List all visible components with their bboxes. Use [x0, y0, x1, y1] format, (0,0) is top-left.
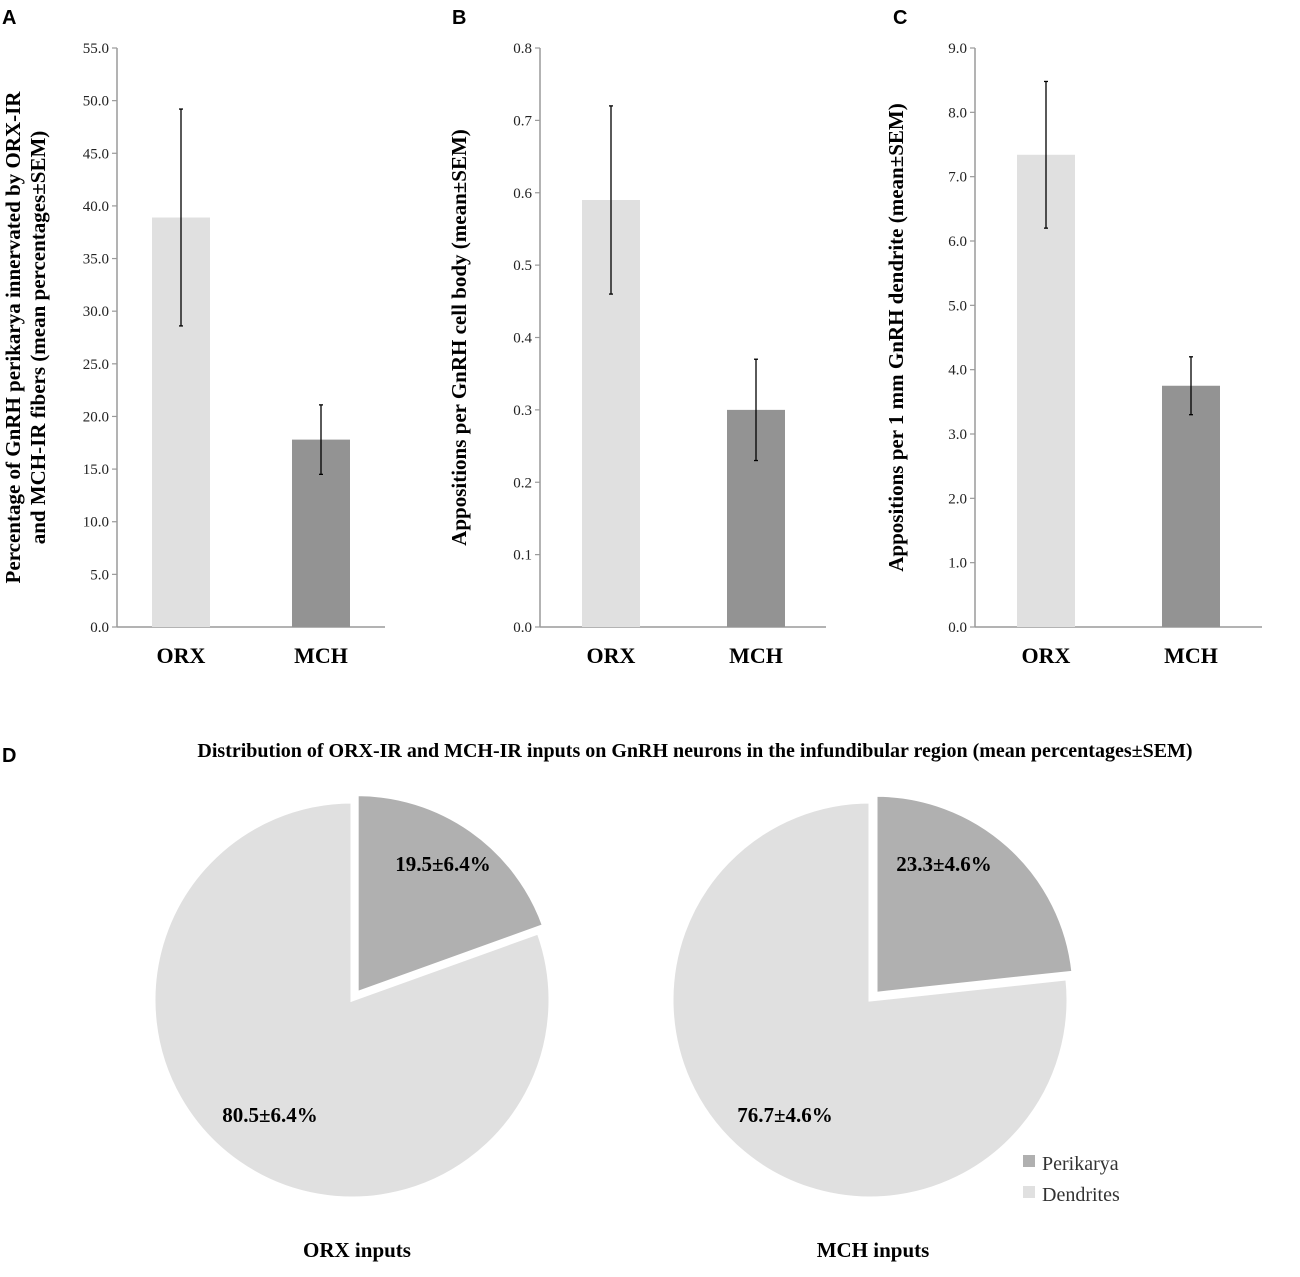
y-tick-label-b: 0.3 — [513, 403, 532, 419]
category-label-orx-a: ORX — [157, 643, 206, 668]
pie-caption-orx-inputs: ORX inputs — [303, 1238, 411, 1262]
slice-label-dendrites-orx-inputs: 80.5±6.4% — [222, 1103, 318, 1127]
slice-label-dendrites-mch-inputs: 76.7±4.6% — [737, 1103, 833, 1127]
y-tick-label-b: 0.1 — [513, 548, 532, 564]
y-tick-label-a: 15.0 — [83, 462, 109, 478]
legend-label-perikarya: Perikarya — [1042, 1153, 1119, 1175]
pie-slice-perikarya-mch-inputs — [874, 793, 1075, 995]
y-tick-label-a: 25.0 — [83, 357, 109, 373]
y-tick-label-b: 0.4 — [513, 331, 532, 347]
y-axis-label-a: Percentage of GnRH perikarya innervated … — [1, 91, 25, 584]
bar-mch-c — [1162, 385, 1220, 627]
y-tick-label-a: 0.0 — [90, 620, 109, 636]
bar-chart-a: A 0.0 5.0 10.0 15.0 20.0 25.0 30.0 35.0 40.0 45.0… — [1, 7, 385, 668]
y-tick-label-c: 0.0 — [948, 620, 967, 636]
legend-swatch-perikarya — [1023, 1155, 1035, 1167]
y-axis-label-c: Appositions per 1 mm GnRH dendrite (mean… — [884, 103, 908, 572]
y-tick-label-a: 5.0 — [90, 567, 109, 583]
pie-slice-dendrites-orx-inputs — [152, 800, 552, 1200]
bar-orx-c — [1017, 154, 1075, 627]
pie-charts-marks: 19.5±6.4% 80.5±6.4% ORX inputs 23.3±4.6% 76.… — [152, 793, 1075, 1262]
y-tick-label-b: 0.7 — [513, 113, 532, 129]
y-tick-label-c: 6.0 — [948, 234, 967, 250]
panel-letter-c: C — [893, 7, 907, 29]
bar-chart-c-marks: 0.0 1.0 2.0 3.0 4.0 5.0 6.0 7.0 8.0 9.0 ORX MCH Appo… — [884, 41, 1262, 668]
slice-label-perikarya-mch-inputs: 23.3±4.6% — [896, 852, 992, 876]
panel-letter-a: A — [2, 7, 16, 29]
y-tick-label-b: 0.0 — [513, 620, 532, 636]
y-tick-label-c: 4.0 — [948, 363, 967, 379]
y-axis-label-a: and MCH-IR fibers (mean percentages±SEM) — [26, 131, 50, 545]
y-axis-label-b: Appositions per GnRH cell body (mean±SEM… — [447, 129, 471, 546]
pie-slice-dendrites-mch-inputs — [670, 800, 1070, 1200]
legend-swatch-dendrites — [1023, 1186, 1035, 1198]
bar-chart-b: B 0.0 0.1 0.2 0.3 0.4 0.5 0.6 0.7 0.8 ORX MCH Appos… — [447, 7, 826, 668]
category-label-orx-c: ORX — [1022, 643, 1071, 668]
y-tick-label-a: 50.0 — [83, 94, 109, 110]
category-label-orx-b: ORX — [587, 643, 636, 668]
y-tick-label-b: 0.8 — [513, 41, 532, 57]
y-tick-label-a: 55.0 — [83, 41, 109, 57]
y-tick-label-c: 8.0 — [948, 105, 967, 121]
pie-section-title: Distribution of ORX-IR and MCH-IR inputs… — [197, 740, 1192, 762]
y-tick-label-c: 2.0 — [948, 491, 967, 507]
slice-label-perikarya-orx-inputs: 19.5±6.4% — [395, 852, 491, 876]
legend-label-dendrites: Dendrites — [1042, 1184, 1120, 1206]
panel-letter-b: B — [452, 7, 466, 29]
y-tick-label-a: 45.0 — [83, 146, 109, 162]
y-tick-label-a: 35.0 — [83, 252, 109, 268]
bar-chart-b-marks: 0.0 0.1 0.2 0.3 0.4 0.5 0.6 0.7 0.8 ORX MCH Apposit… — [447, 41, 826, 668]
y-tick-label-a: 30.0 — [83, 304, 109, 320]
bar-chart-c: C 0.0 1.0 2.0 3.0 4.0 5.0 6.0 7.0 8.0 9.0 ORX MCH Ap… — [884, 7, 1262, 668]
pie-legend: Perikarya Dendrites — [1023, 1153, 1120, 1206]
category-label-mch-a: MCH — [294, 643, 348, 668]
pie-slice-perikarya-orx-inputs — [355, 793, 546, 995]
pie-charts-d: D Distribution of ORX-IR and MCH-IR inpu… — [2, 740, 1193, 1262]
y-tick-label-a: 20.0 — [83, 409, 109, 425]
category-label-mch-c: MCH — [1164, 643, 1218, 668]
y-tick-label-c: 3.0 — [948, 427, 967, 443]
y-tick-label-c: 9.0 — [948, 41, 967, 57]
y-tick-label-b: 0.6 — [513, 186, 532, 202]
y-tick-label-c: 5.0 — [948, 298, 967, 314]
panel-letter-d: D — [2, 745, 16, 767]
y-tick-label-a: 40.0 — [83, 199, 109, 215]
y-tick-label-c: 1.0 — [948, 556, 967, 572]
y-tick-label-b: 0.2 — [513, 475, 532, 491]
y-tick-label-b: 0.5 — [513, 258, 532, 274]
bar-chart-a-marks: 0.0 5.0 10.0 15.0 20.0 25.0 30.0 35.0 40.0 45.0 50… — [1, 41, 385, 668]
y-tick-label-c: 7.0 — [948, 170, 967, 186]
category-label-mch-b: MCH — [729, 643, 783, 668]
pie-caption-mch-inputs: MCH inputs — [817, 1238, 930, 1262]
y-tick-label-a: 10.0 — [83, 515, 109, 531]
